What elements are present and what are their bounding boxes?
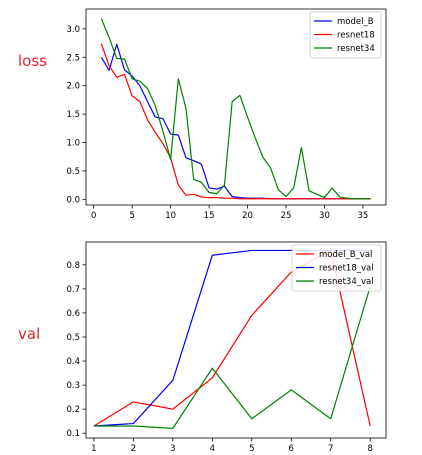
x-tick-label: 35	[358, 211, 369, 221]
legend-label-model_B_val: model_B_val	[319, 250, 372, 260]
legend: model_B_val resnet18_val resnet34_val	[291, 244, 382, 292]
legend-label-model_B: model_B	[337, 17, 374, 27]
x-tick-label: 3	[170, 444, 175, 454]
series-line-model_B	[100, 43, 371, 200]
chart-val: val 1 2 3 4 5 6 7 8 0.1 0.2 0.3 0.4 0.5 0.6 0.7 0.8 model…	[18, 241, 387, 454]
y-tick-label: 0.5	[66, 167, 80, 177]
series-line-resnet34_val	[93, 286, 371, 429]
y-tick-label: 2.0	[66, 82, 80, 92]
side-label-val: val	[18, 325, 40, 343]
x-tick-label: 4	[210, 444, 215, 454]
legend-label-resnet18: resnet18	[337, 31, 375, 41]
y-tick-label: 0.3	[66, 381, 80, 391]
x-tick-label: 15	[204, 211, 215, 221]
x-tick-label: 6	[289, 444, 294, 454]
legend: model_B resnet18 resnet34	[309, 11, 382, 59]
axes-frame	[85, 8, 387, 206]
legend-box	[291, 244, 382, 292]
legend-label-resnet18_val: resnet18_val	[319, 264, 374, 274]
x-tick-label: 0	[91, 211, 96, 221]
y-tick-label: 0.0	[66, 195, 80, 205]
x-tick-label: 7	[328, 444, 333, 454]
series-line-resnet18	[100, 43, 371, 200]
y-tick-label: 0.4	[66, 357, 80, 367]
axes-frame	[85, 241, 387, 439]
x-tick-label: 8	[367, 444, 372, 454]
side-label-loss: loss	[18, 52, 47, 70]
x-tick-label: 20	[242, 211, 253, 221]
chart-loss: loss 0 5 10 15 20 25 30 35 0.0 0.5 1.0 1.5 2.0 2.5 3.0 m…	[18, 8, 387, 221]
legend-label-resnet34_val: resnet34_val	[319, 277, 374, 287]
x-tick-label: 30	[319, 211, 330, 221]
y-tick-label: 3.0	[66, 25, 80, 35]
x-tick-label: 10	[165, 211, 176, 221]
y-tick-label: 0.5	[66, 333, 80, 343]
series-line-resnet34	[100, 18, 371, 200]
y-tick-label: 1.0	[66, 139, 80, 149]
legend-label-resnet34: resnet34	[337, 44, 375, 54]
y-tick-label: 0.2	[66, 405, 80, 415]
x-tick-label: 5	[129, 211, 134, 221]
x-tick-label: 1	[91, 444, 96, 454]
legend-box	[309, 11, 382, 59]
y-tick-label: 1.5	[66, 110, 80, 120]
x-tick-label: 2	[131, 444, 136, 454]
x-tick-label: 25	[281, 211, 292, 221]
y-tick-label: 2.5	[66, 53, 80, 63]
x-tick-label: 5	[249, 444, 254, 454]
y-tick-label: 0.1	[66, 429, 80, 439]
y-tick-label: 0.8	[66, 261, 80, 271]
y-tick-label: 0.7	[66, 285, 80, 295]
y-tick-label: 0.6	[66, 309, 80, 319]
